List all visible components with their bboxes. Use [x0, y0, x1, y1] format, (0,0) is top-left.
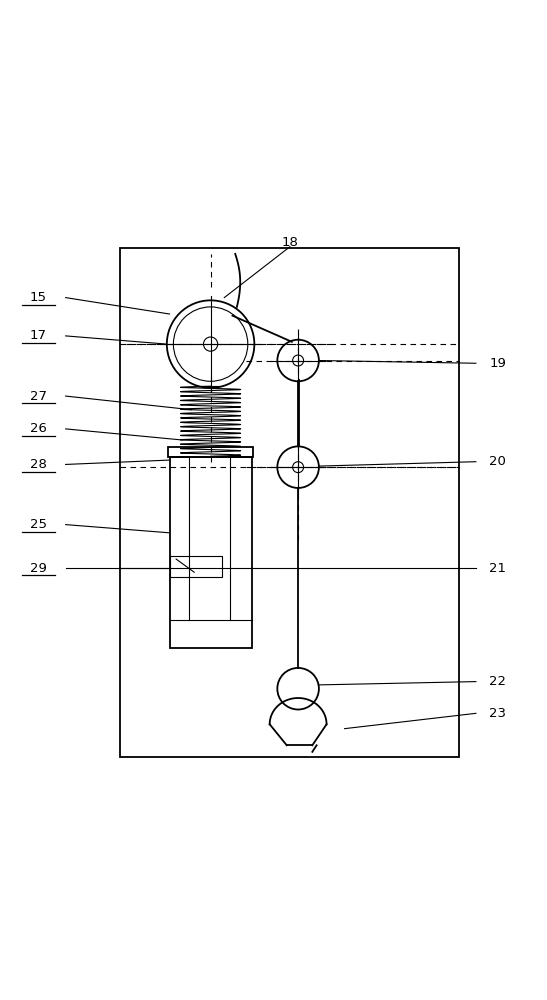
Text: 18: 18 — [282, 236, 298, 249]
Text: 20: 20 — [490, 455, 506, 468]
Text: 22: 22 — [489, 675, 507, 688]
Text: 17: 17 — [30, 329, 47, 342]
Bar — [168, 447, 253, 457]
Text: 26: 26 — [30, 422, 46, 435]
Text: 15: 15 — [30, 291, 47, 304]
Text: 19: 19 — [490, 357, 506, 370]
Text: 28: 28 — [30, 458, 46, 471]
Circle shape — [277, 446, 319, 488]
Circle shape — [277, 668, 319, 710]
Bar — [170, 457, 252, 648]
Bar — [170, 556, 222, 577]
Bar — [120, 248, 459, 757]
Text: 21: 21 — [489, 562, 507, 575]
Circle shape — [173, 307, 248, 381]
Text: 23: 23 — [489, 707, 507, 720]
Circle shape — [277, 340, 319, 381]
Text: 27: 27 — [30, 390, 47, 403]
Circle shape — [203, 337, 218, 351]
Text: 29: 29 — [30, 562, 46, 575]
Text: 25: 25 — [30, 518, 47, 531]
Circle shape — [167, 300, 254, 388]
